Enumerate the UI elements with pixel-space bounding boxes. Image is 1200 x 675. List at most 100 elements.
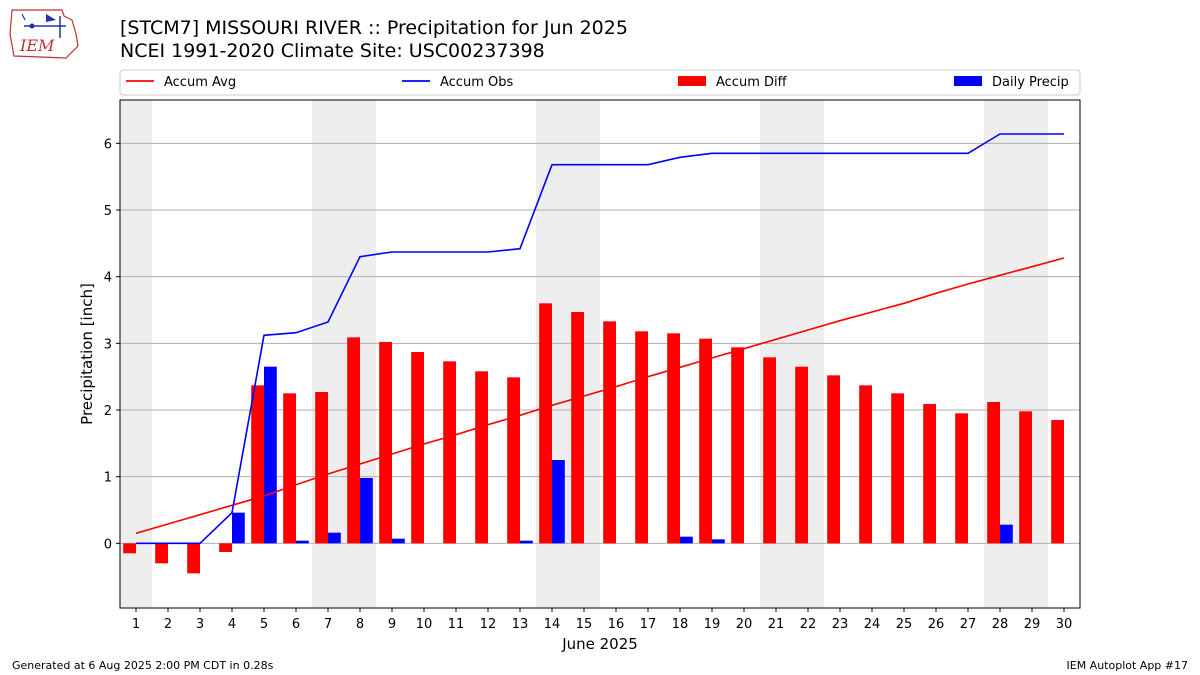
x-tick-label-20: 20 xyxy=(736,617,753,632)
accum-diff-bar-30 xyxy=(1051,420,1064,544)
legend-label-accum-obs: Accum Obs xyxy=(440,75,513,90)
x-tick-label-5: 5 xyxy=(260,617,268,632)
accum-diff-bar-28 xyxy=(987,402,1000,544)
daily-precip-bar-14 xyxy=(552,460,565,544)
x-tick-label-4: 4 xyxy=(228,617,236,632)
y-tick-label-5: 5 xyxy=(104,204,112,219)
legend: Accum Avg Accum Obs Accum Diff Daily Pre… xyxy=(119,69,1081,96)
y-tick-label-1: 1 xyxy=(104,471,112,486)
x-tick-label-15: 15 xyxy=(576,617,593,632)
legend-item-accum-diff: Accum Diff xyxy=(678,75,788,90)
x-tick-label-29: 29 xyxy=(1024,617,1041,632)
accum-diff-bar-8 xyxy=(347,337,360,544)
accum-diff-bar-1 xyxy=(123,543,136,554)
y-tick-label-4: 4 xyxy=(104,271,112,286)
accum-diff-bar-11 xyxy=(443,361,456,544)
accum-diff-bar-25 xyxy=(891,393,904,544)
legend-item-accum-avg: Accum Avg xyxy=(126,75,236,90)
x-tick-label-8: 8 xyxy=(356,617,364,632)
x-tick-label-19: 19 xyxy=(704,617,721,632)
daily-precip-bar-8 xyxy=(360,478,373,544)
x-tick-label-10: 10 xyxy=(416,617,433,632)
x-tick-label-11: 11 xyxy=(448,617,465,632)
y-tick-label-2: 2 xyxy=(104,404,112,419)
daily-precip-bar-4 xyxy=(232,512,245,544)
accum-diff-bar-9 xyxy=(379,342,392,544)
legend-item-daily-precip: Daily Precip xyxy=(954,75,1069,90)
accum-diff-bar-29 xyxy=(1019,411,1032,544)
y-axis-label: Precipitation [inch] xyxy=(78,283,96,425)
x-axis-label: June 2025 xyxy=(561,635,638,653)
accum-diff-bar-5 xyxy=(251,385,264,544)
x-tick-label-22: 22 xyxy=(800,617,817,632)
footer-generated: Generated at 6 Aug 2025 2:00 PM CDT in 0… xyxy=(12,659,274,672)
x-tick-label-26: 26 xyxy=(928,617,945,632)
x-tick-label-21: 21 xyxy=(768,617,785,632)
x-tick-label-25: 25 xyxy=(896,617,913,632)
accum-diff-bar-22 xyxy=(795,366,808,544)
accum-diff-bar-17 xyxy=(635,331,648,544)
x-tick-label-13: 13 xyxy=(512,617,529,632)
accum-diff-bar-4 xyxy=(219,543,232,552)
x-tick-label-6: 6 xyxy=(292,617,300,632)
accum-diff-bar-16 xyxy=(603,321,616,544)
x-tick-label-14: 14 xyxy=(544,617,561,632)
accum-diff-bar-2 xyxy=(155,543,168,564)
y-axis: 0 1 2 3 4 5 6 xyxy=(104,137,120,552)
iem-logo: IEM xyxy=(9,9,79,59)
accum-diff-bar-19 xyxy=(699,338,712,544)
accum-diff-bar-6 xyxy=(283,393,296,544)
accum-diff-bar-26 xyxy=(923,404,936,544)
daily-precip-bar-28 xyxy=(1000,524,1013,544)
x-tick-label-1: 1 xyxy=(132,617,140,632)
daily-precip-bar-7 xyxy=(328,532,341,544)
accum-diff-bar-3 xyxy=(187,543,200,574)
legend-swatch-accum-diff xyxy=(678,76,706,86)
chart-title: [STCM7] MISSOURI RIVER :: Precipitation … xyxy=(120,17,628,39)
weekend-band-1 xyxy=(120,100,152,608)
x-tick-label-16: 16 xyxy=(608,617,625,632)
chart-subtitle: NCEI 1991-2020 Climate Site: USC00237398 xyxy=(120,40,545,62)
x-tick-label-7: 7 xyxy=(324,617,332,632)
footer-app: IEM Autoplot App #17 xyxy=(1066,659,1189,672)
y-tick-label-3: 3 xyxy=(104,337,112,352)
legend-label-accum-diff: Accum Diff xyxy=(716,75,788,90)
daily-precip-bar-5 xyxy=(264,366,277,544)
plot-frame xyxy=(119,99,1081,609)
x-tick-label-9: 9 xyxy=(388,617,396,632)
accum-diff-bar-23 xyxy=(827,375,840,544)
legend-label-accum-avg: Accum Avg xyxy=(164,75,236,90)
x-tick-label-24: 24 xyxy=(864,617,881,632)
legend-frame xyxy=(119,69,1081,96)
x-tick-label-12: 12 xyxy=(480,617,497,632)
accum-diff-bar-18 xyxy=(667,333,680,544)
x-tick-label-30: 30 xyxy=(1056,617,1073,632)
iem-logo-text: IEM xyxy=(19,36,55,55)
x-tick-label-28: 28 xyxy=(992,617,1009,632)
x-tick-label-2: 2 xyxy=(164,617,172,632)
accum-diff-bar-15 xyxy=(571,312,584,544)
daily-precip-bar-6 xyxy=(296,540,309,544)
accum-obs-line xyxy=(136,133,1064,545)
x-tick-label-17: 17 xyxy=(640,617,657,632)
accum-diff-bar-12 xyxy=(475,371,488,544)
daily-precip-bar-9 xyxy=(392,538,405,544)
daily-precip-bar-18 xyxy=(680,536,693,544)
accum-diff-bar-21 xyxy=(763,357,776,544)
accum-diff-bar-24 xyxy=(859,385,872,544)
daily-precip-bar-19 xyxy=(712,539,725,544)
accum-diff-bar-7 xyxy=(315,392,328,544)
accum-diff-bars xyxy=(123,303,1064,574)
x-tick-label-18: 18 xyxy=(672,617,689,632)
accum-avg-line xyxy=(135,257,1065,535)
x-tick-label-23: 23 xyxy=(832,617,849,632)
x-tick-label-27: 27 xyxy=(960,617,977,632)
x-axis: 1 2 3 4 5 6 7 8 9 10 11 12 13 14 15 16 17 18 19 20 21 22 23 24 2… xyxy=(132,608,1072,632)
legend-label-daily-precip: Daily Precip xyxy=(992,75,1069,90)
daily-precip-bars xyxy=(232,366,1013,544)
legend-swatch-daily-precip xyxy=(954,76,982,86)
legend-item-accum-obs: Accum Obs xyxy=(402,75,513,90)
daily-precip-bar-13 xyxy=(520,540,533,544)
accum-diff-bar-20 xyxy=(731,347,744,544)
